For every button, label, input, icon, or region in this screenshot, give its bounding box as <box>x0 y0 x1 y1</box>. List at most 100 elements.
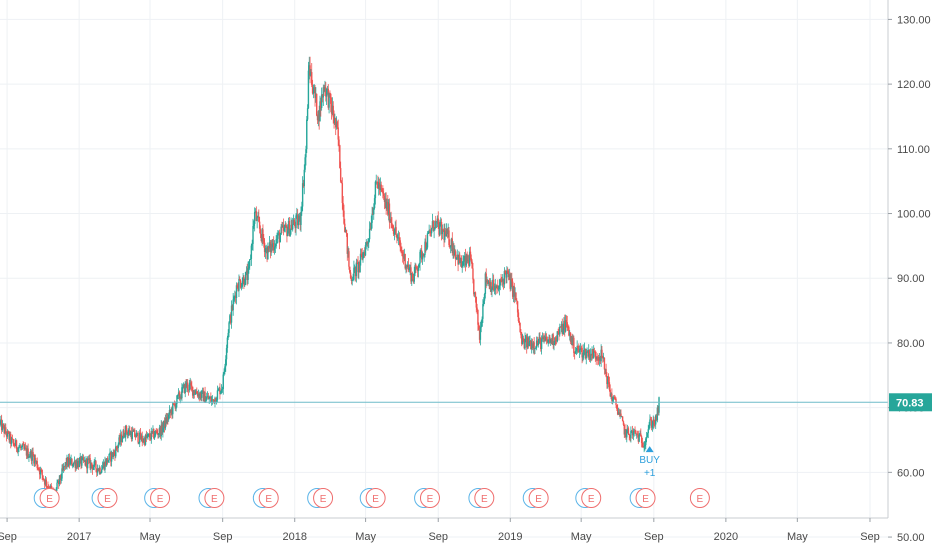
earnings-marker[interactable]: E <box>365 488 386 508</box>
candle-body <box>354 266 357 277</box>
candle <box>324 80 326 93</box>
candle <box>448 227 450 248</box>
candle-body <box>583 350 585 356</box>
candle <box>640 435 643 448</box>
candle <box>536 336 539 347</box>
candle-body <box>463 260 465 262</box>
candle <box>10 436 13 447</box>
candle-body <box>362 253 364 260</box>
candle-body <box>491 288 493 292</box>
candle-body <box>390 219 392 223</box>
event-marker-letter: E <box>372 494 379 505</box>
candle-body <box>267 245 269 260</box>
last-price-badge-bg <box>889 393 932 412</box>
candle-body <box>72 462 75 466</box>
candle-body <box>378 182 380 189</box>
candle-body <box>320 94 323 109</box>
candle <box>225 344 228 366</box>
candle-body <box>304 157 306 170</box>
candle <box>423 253 425 262</box>
candle-body <box>426 233 429 248</box>
candle-body <box>398 237 401 241</box>
candle <box>433 227 435 239</box>
candle-body <box>146 436 148 438</box>
candle <box>262 224 264 245</box>
candle <box>377 175 379 189</box>
candle-body <box>449 246 452 248</box>
candle-body <box>392 224 394 229</box>
candle <box>487 279 489 285</box>
candle <box>24 442 27 451</box>
candle-body <box>211 399 214 401</box>
candle-body <box>45 479 48 487</box>
candle-body <box>610 393 612 397</box>
candle-body <box>279 234 282 243</box>
earnings-marker[interactable]: E <box>581 488 602 508</box>
earnings-marker[interactable]: E <box>258 488 279 508</box>
event-markers[interactable]: DEDEDEDEDEDEDEDEDEDEDEDEE <box>33 488 710 508</box>
candle-body <box>371 213 373 223</box>
earnings-marker[interactable]: E <box>204 488 225 508</box>
candle <box>29 451 31 458</box>
x-tick-label: Sep <box>644 531 664 543</box>
buy-signal-label: BUY <box>639 455 660 466</box>
candle <box>391 217 393 229</box>
candle <box>572 334 574 346</box>
candle <box>492 273 494 290</box>
earnings-marker[interactable]: E <box>150 488 171 508</box>
candle <box>652 415 654 430</box>
earnings-marker[interactable]: E <box>39 488 60 508</box>
candle <box>35 460 38 465</box>
earnings-marker[interactable]: E <box>313 488 334 508</box>
candle <box>358 260 361 273</box>
candle <box>501 276 503 286</box>
candle-body <box>215 397 217 403</box>
candle-body <box>607 376 609 385</box>
earnings-marker[interactable]: E <box>97 488 118 508</box>
earnings-marker[interactable]: E <box>689 488 710 508</box>
candle-body <box>272 243 275 251</box>
candle <box>92 464 95 470</box>
candle-body <box>582 355 584 358</box>
candle-body <box>596 356 598 360</box>
candle-body <box>36 461 38 469</box>
candle <box>472 262 474 284</box>
candle <box>570 335 573 345</box>
candle-body <box>46 486 48 488</box>
earnings-marker[interactable]: E <box>474 488 495 508</box>
candle <box>304 154 306 173</box>
candle-body <box>43 479 46 485</box>
candle <box>109 448 111 455</box>
candle-body <box>325 87 327 97</box>
earnings-marker[interactable]: E <box>419 488 440 508</box>
candle <box>94 457 96 466</box>
candle <box>458 250 460 265</box>
candle <box>632 428 635 441</box>
earnings-marker[interactable]: E <box>528 488 549 508</box>
candle <box>333 110 335 129</box>
candle <box>196 390 199 398</box>
candle-body <box>289 229 291 236</box>
candle <box>453 243 455 259</box>
candle <box>220 390 222 395</box>
candle-body <box>23 445 25 449</box>
candle-body <box>505 272 507 278</box>
candle-body <box>497 289 500 290</box>
candle-body <box>349 272 352 279</box>
earnings-marker[interactable]: E <box>635 488 656 508</box>
x-tick-label: 2017 <box>67 531 91 543</box>
candle-body <box>556 331 559 342</box>
candle <box>628 433 630 441</box>
candle <box>427 230 430 235</box>
candle-body <box>132 430 134 432</box>
candle <box>378 177 380 196</box>
candle-body <box>438 223 440 235</box>
candle <box>621 415 623 418</box>
candle-body <box>65 462 67 466</box>
candle <box>473 292 476 298</box>
candle <box>24 443 26 451</box>
y-tick-label: 110.00 <box>897 144 930 156</box>
candle <box>519 322 521 333</box>
